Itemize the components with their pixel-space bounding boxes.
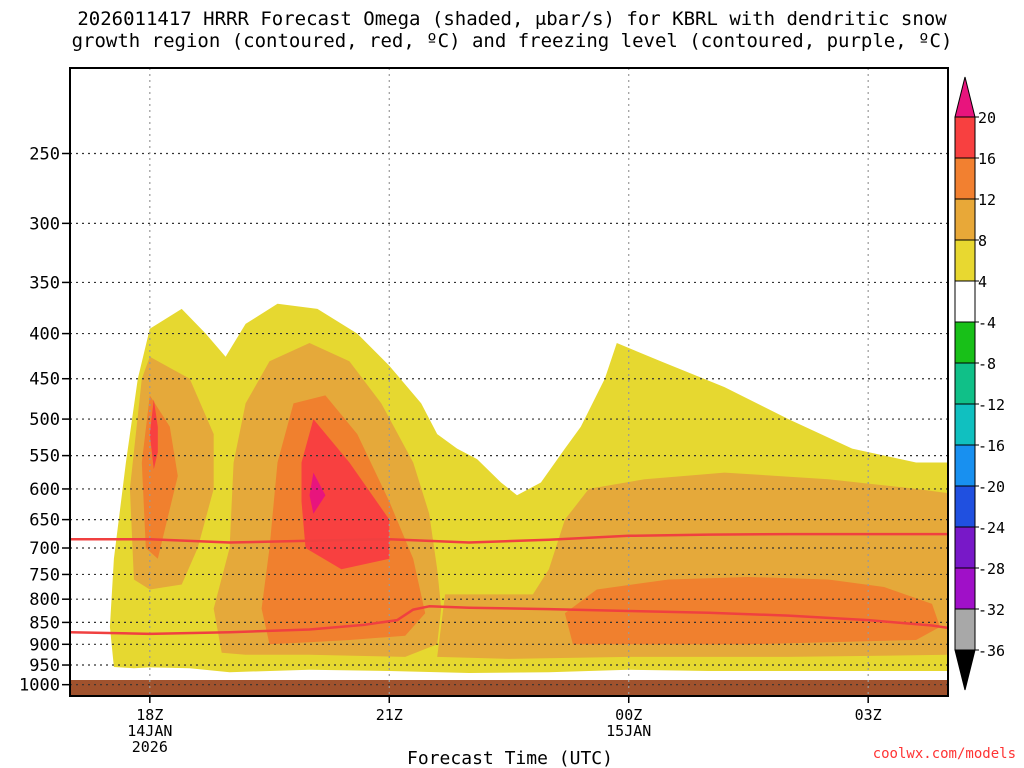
colorbar-segment-1: [954, 116, 976, 159]
y-tick-label-550: 550: [29, 447, 60, 467]
colorbar-label--36: -36: [978, 642, 1005, 660]
colorbar-segment-9: [954, 444, 976, 487]
colorbar-label-16: 16: [978, 150, 996, 168]
x-axis-title: Forecast Time (UTC): [407, 748, 613, 768]
title-line-1: 2026011417 HRRR Forecast Omega (shaded, …: [77, 8, 947, 30]
y-tick-label-600: 600: [29, 480, 60, 500]
y-tick-label-850: 850: [29, 613, 60, 633]
x-date-label-15JAN: 15JAN: [606, 722, 651, 740]
y-tick-label-500: 500: [29, 410, 60, 430]
y-tick-label-650: 650: [29, 511, 60, 531]
ground-layer: [70, 680, 948, 696]
colorbar-segment-5: [954, 280, 976, 323]
y-tick-label-350: 350: [29, 273, 60, 293]
colorbar-label--16: -16: [978, 437, 1005, 455]
colorbar-label--12: -12: [978, 396, 1005, 414]
title-line-2: growth region (contoured, red, ºC) and f…: [71, 30, 953, 52]
colorbar-segment-7: [954, 362, 976, 405]
y-tick-label-400: 400: [29, 325, 60, 345]
y-tick-label-450: 450: [29, 370, 60, 390]
x-year-label-2026: 2026: [132, 738, 168, 756]
omega-fill-12-16-7: [564, 577, 940, 645]
y-tick-label-250: 250: [29, 144, 60, 164]
grid-lines: [70, 68, 948, 696]
colorbar-label--20: -20: [978, 478, 1005, 496]
omega-shading: [109, 303, 948, 673]
colorbar-label-20: 20: [978, 109, 996, 127]
x-tick-label-03Z: 03Z: [855, 706, 882, 724]
y-tick-label-300: 300: [29, 214, 60, 234]
chart-title: 2026011417 HRRR Forecast Omega (shaded, …: [0, 8, 1024, 52]
colorbar-label--8: -8: [978, 355, 996, 373]
colorbar-label-4: 4: [978, 273, 987, 291]
site-credit: coolwx.com/models: [872, 746, 1016, 762]
colorbar: 20 16 12 8 4 -4 -8 -12 -16 -20 -24 -28 -32 -36: [954, 76, 1005, 691]
dgz-contour-1: [70, 605, 948, 636]
y-axis: 2503003504004505005506006507007508008509…: [19, 144, 70, 696]
omega-fill-16-20-9: [149, 399, 158, 470]
y-tick-label-700: 700: [29, 539, 60, 559]
y-tick-label-1000: 1000: [19, 676, 60, 696]
colorbar-segment-13: [954, 608, 976, 651]
contour-label-bg-0: [1020, 528, 1024, 544]
colorbar-segment-12: [954, 567, 976, 610]
y-tick-label-950: 950: [29, 656, 60, 676]
x-tick-label-18Z: 18Z: [136, 706, 163, 724]
colorbar-segment-4: [954, 239, 976, 282]
colorbar-segment-6: [954, 321, 976, 364]
colorbar-label-12: 12: [978, 191, 996, 209]
dgz-contours: -18-12: [70, 528, 1024, 636]
plot-frame: [69, 67, 949, 697]
colorbar-bottom-arrow: [954, 649, 976, 691]
colorbar-top-arrow: [954, 76, 976, 118]
x-tick-label-21Z: 21Z: [376, 706, 403, 724]
y-tick-label-900: 900: [29, 635, 60, 655]
y-tick-label-800: 800: [29, 590, 60, 610]
x-tick-label-00Z: 00Z: [615, 706, 642, 724]
colorbar-label--32: -32: [978, 601, 1005, 619]
x-axis: 18Z14JAN202621Z00Z15JAN03Z06Z09Z: [127, 696, 882, 756]
y-tick-label-750: 750: [29, 565, 60, 585]
dgz-contour-0: [70, 532, 948, 544]
colorbar-label--28: -28: [978, 560, 1005, 578]
colorbar-segment-8: [954, 403, 976, 446]
colorbar-segment-2: [954, 157, 976, 200]
omega-fill-16-20-10: [301, 419, 390, 570]
omega-fill-20+-11: [309, 472, 326, 514]
colorbar-segment-10: [954, 485, 976, 528]
colorbar-label--4: -4: [978, 314, 996, 332]
colorbar-label--24: -24: [978, 519, 1005, 537]
colorbar-label-8: 8: [978, 232, 987, 250]
x-date-label-14JAN: 14JAN: [127, 722, 172, 740]
colorbar-segment-11: [954, 526, 976, 569]
ground-fill: [70, 680, 948, 696]
colorbar-segment-3: [954, 198, 976, 241]
